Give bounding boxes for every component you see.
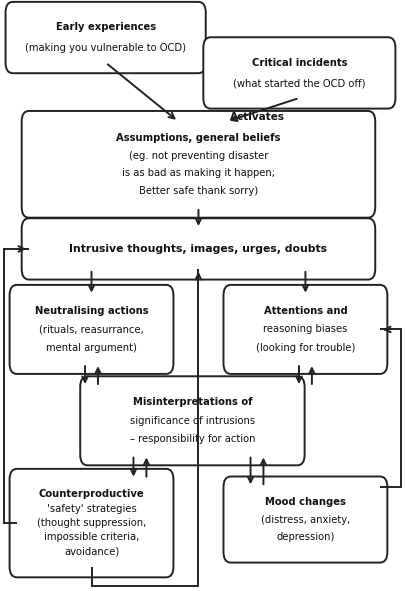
FancyBboxPatch shape [6,2,206,73]
Text: Early experiences: Early experiences [55,22,156,33]
FancyBboxPatch shape [203,37,395,109]
Text: is as bad as making it happen;: is as bad as making it happen; [122,168,275,178]
FancyBboxPatch shape [10,285,173,374]
Text: (rituals, reasurrance,: (rituals, reasurrance, [39,324,144,335]
Text: impossible criteria,: impossible criteria, [44,532,139,543]
Text: depression): depression) [276,532,335,543]
Text: reasoning biases: reasoning biases [263,324,347,335]
Text: (what started the OCD off): (what started the OCD off) [233,78,366,88]
Text: 'safety' strategies: 'safety' strategies [47,504,136,514]
FancyBboxPatch shape [224,285,387,374]
Text: Misinterpretations of: Misinterpretations of [132,397,252,407]
Text: significance of intrusions: significance of intrusions [130,416,255,426]
Text: Neutralising actions: Neutralising actions [35,306,148,316]
Text: (looking for trouble): (looking for trouble) [256,343,355,353]
Text: Intrusive thoughts, images, urges, doubts: Intrusive thoughts, images, urges, doubt… [70,244,328,254]
Text: (eg. not preventing disaster: (eg. not preventing disaster [129,151,268,161]
Text: Critical incidents: Critical incidents [252,58,347,67]
Text: mental argument): mental argument) [46,343,137,353]
FancyBboxPatch shape [80,376,305,465]
Text: Better safe thank sorry): Better safe thank sorry) [139,186,258,196]
Text: Activates: Activates [230,112,284,122]
Text: avoidance): avoidance) [64,547,119,557]
Text: (distress, anxiety,: (distress, anxiety, [261,515,350,525]
FancyBboxPatch shape [22,111,375,217]
Text: – responsibility for action: – responsibility for action [130,434,255,444]
Text: Attentions and: Attentions and [264,306,347,316]
Text: (thought suppression,: (thought suppression, [37,518,146,528]
Text: Mood changes: Mood changes [265,497,346,507]
Text: Assumptions, general beliefs: Assumptions, general beliefs [116,133,281,143]
FancyBboxPatch shape [22,218,375,280]
FancyBboxPatch shape [10,469,173,577]
Text: (making you vulnerable to OCD): (making you vulnerable to OCD) [25,43,186,53]
Text: Counterproductive: Counterproductive [39,489,144,499]
FancyBboxPatch shape [224,476,387,563]
